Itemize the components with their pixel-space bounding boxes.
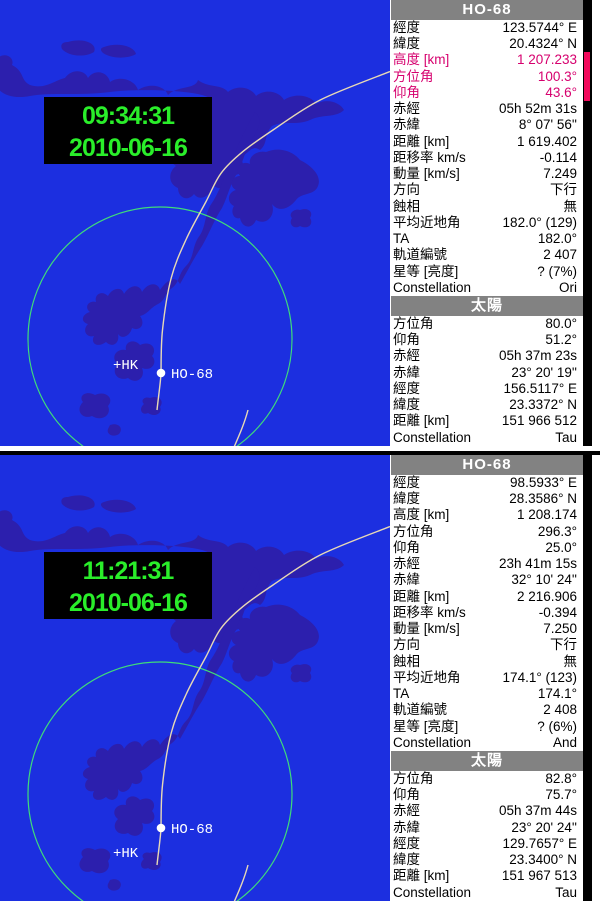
svg-text:+HK: +HK: [113, 846, 139, 862]
svg-text:2010-06-16: 2010-06-16: [69, 589, 187, 617]
svg-text:11:21:31: 11:21:31: [83, 557, 175, 585]
svg-text:HO-68: HO-68: [171, 822, 213, 838]
svg-text:HO-68: HO-68: [171, 367, 213, 383]
svg-text:+HK: +HK: [113, 358, 139, 374]
svg-text:09:34:31: 09:34:31: [82, 102, 175, 130]
svg-text:2010-06-16: 2010-06-16: [69, 134, 187, 162]
